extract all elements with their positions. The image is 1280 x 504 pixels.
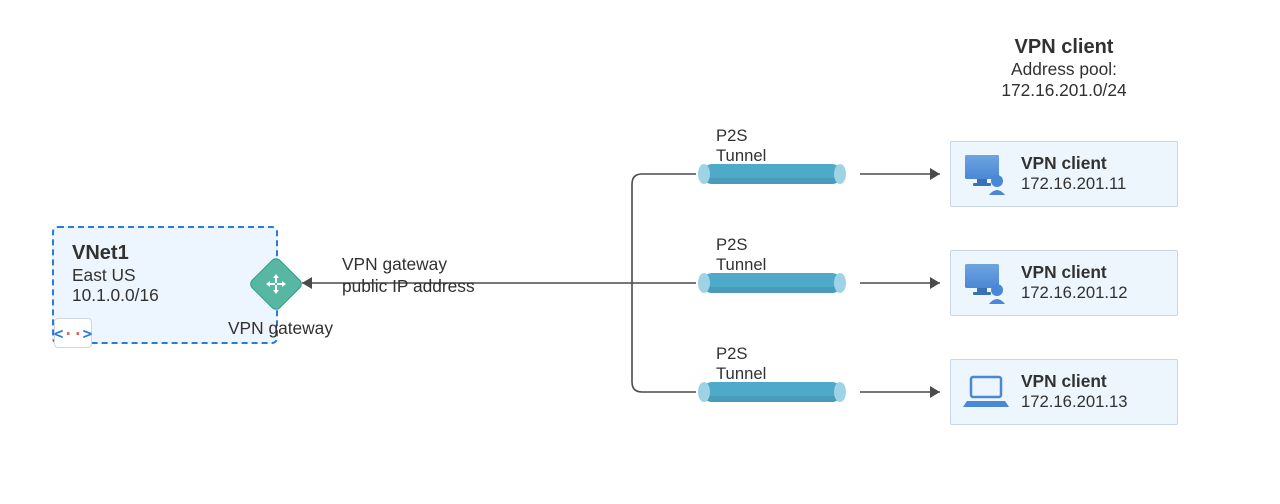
desktop-user-icon [963, 262, 1009, 304]
vpn-client-card: VPN client172.16.201.13 [950, 359, 1178, 425]
p2s-tunnel-label: P2STunnel [716, 235, 766, 275]
vpn-client-ip: 172.16.201.12 [1021, 283, 1128, 304]
vpn-client-ip: 172.16.201.11 [1021, 174, 1126, 195]
vpn-client-pool-label: Address pool: [944, 59, 1184, 80]
p2s-tunnel [702, 382, 842, 402]
vpn-client-title: VPN client [944, 36, 1184, 59]
vpn-client-card: VPN client172.16.201.12 [950, 250, 1178, 316]
public-ip-label: VPN gatewaypublic IP address [342, 253, 475, 297]
vpn-client-label: VPN client [1021, 153, 1126, 175]
p2s-tunnel [702, 164, 842, 184]
laptop-icon [963, 371, 1009, 413]
desktop-user-icon [963, 153, 1009, 195]
vpn-client-card: VPN client172.16.201.11 [950, 141, 1178, 207]
vpn-client-pool-value: 172.16.201.0/24 [944, 80, 1184, 101]
p2s-tunnel-label: P2STunnel [716, 126, 766, 166]
p2s-tunnel [702, 273, 842, 293]
vpn-client-ip: 172.16.201.13 [1021, 392, 1128, 413]
vpn-client-label: VPN client [1021, 371, 1128, 393]
p2s-tunnel-label: P2STunnel [716, 344, 766, 384]
vpn-client-label: VPN client [1021, 262, 1128, 284]
vpn-client-header: VPN clientAddress pool:172.16.201.0/24 [944, 36, 1184, 101]
